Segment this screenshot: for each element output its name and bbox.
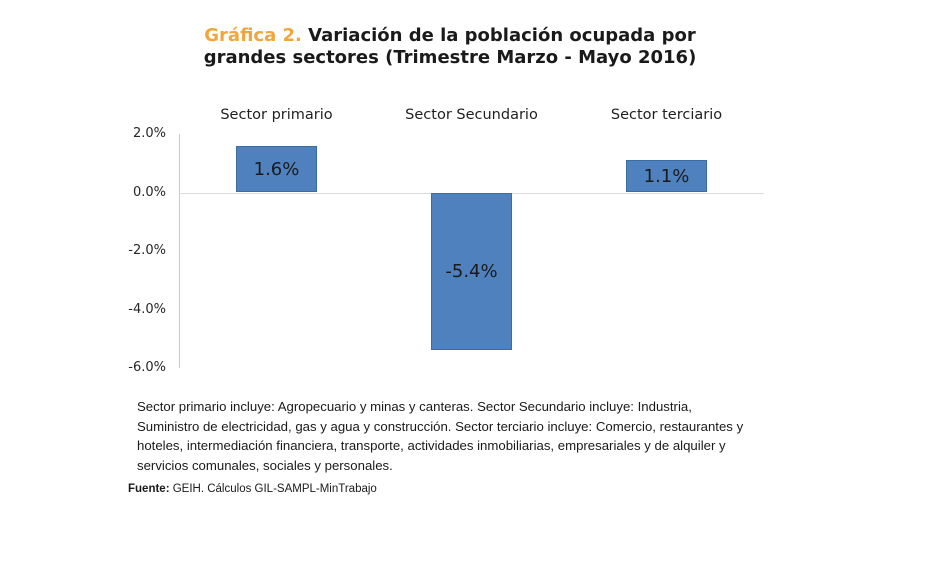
y-axis-tick-label: -6.0% bbox=[128, 360, 166, 375]
source-label: Fuente: bbox=[128, 483, 170, 495]
bar-value-label: 1.1% bbox=[643, 165, 690, 187]
bar-value-label: -5.4% bbox=[445, 260, 498, 282]
category-label: Sector Secundario bbox=[405, 107, 538, 123]
footnote-line: servicios comunales, sociales y personal… bbox=[137, 457, 393, 473]
y-axis-line bbox=[179, 134, 180, 368]
y-axis-tick-label: -2.0% bbox=[128, 243, 166, 258]
footnote-line: hoteles, intermediación financiera, tran… bbox=[137, 438, 726, 453]
chart-number-label: Gráfica 2. bbox=[204, 25, 302, 46]
bar-2: -5.4% bbox=[431, 192, 512, 351]
footnote: Sector primario incluye: Agropecuario y … bbox=[137, 397, 837, 475]
category-label: Sector terciario bbox=[610, 107, 723, 123]
footnote-line: Sector primario incluye: Agropecuario y … bbox=[137, 399, 692, 414]
chart-title: Gráfica 2. Variación de la población ocu… bbox=[0, 25, 900, 69]
y-axis-tick-label: -4.0% bbox=[128, 301, 166, 317]
bar-3: 1.1% bbox=[626, 160, 707, 193]
y-axis-tick-label: 0.0% bbox=[132, 184, 166, 200]
source-text: GEIH. Cálculos GIL-SAMPL-MinTrabajo bbox=[169, 483, 377, 495]
footnote-line: Suministro de electricidad, gas y agua y… bbox=[137, 418, 744, 434]
bar-1: 1.6% bbox=[236, 145, 317, 193]
chart-title-text: Variación de la población ocupada por bbox=[308, 25, 696, 46]
y-axis-tick-label: 2.0% bbox=[132, 126, 166, 141]
category-label: Sector primario bbox=[220, 107, 333, 123]
bar-value-label: 1.6% bbox=[253, 158, 300, 180]
source-line: Fuente: GEIH. Cálculos GIL-SAMPL-MinTrab… bbox=[128, 483, 377, 495]
chart-title-line1: Gráfica 2. Variación de la población ocu… bbox=[0, 25, 900, 47]
chart-title-line2: grandes sectores (Trimestre Marzo - Mayo… bbox=[203, 47, 697, 68]
